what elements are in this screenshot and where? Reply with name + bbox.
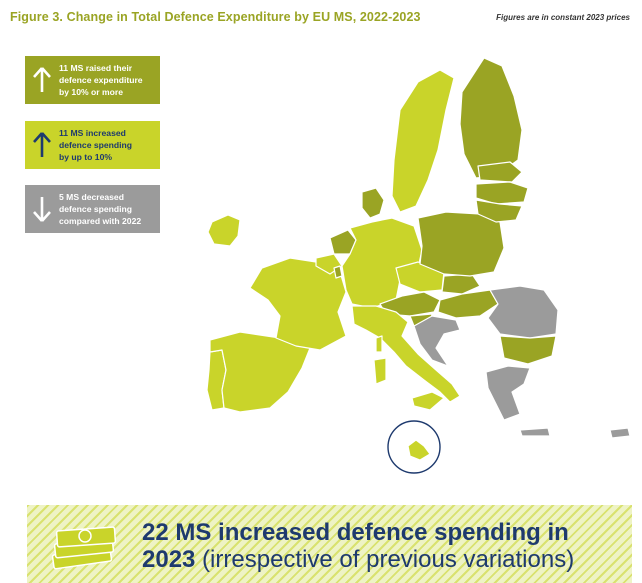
region-sardinia — [373, 357, 387, 385]
legend-line: defence spending — [59, 140, 133, 150]
region-lithuania — [475, 199, 523, 223]
region-denmark — [361, 187, 385, 219]
region-romania — [487, 285, 559, 339]
prices-note: Figures are in constant 2023 prices — [496, 13, 630, 22]
legend-line: 5 MS decreased — [59, 192, 124, 202]
region-slovakia — [441, 273, 481, 295]
legend-line: defence spending — [59, 204, 133, 214]
region-finland — [459, 57, 523, 179]
malta-inset-circle — [387, 420, 441, 474]
summary-year: 2023 — [142, 546, 196, 573]
legend-increased-up-to-10: 11 MS increased defence spending by up t… — [25, 121, 160, 169]
summary-text: 22 MS increased defence spending in 2023… — [142, 519, 574, 573]
legend-line: 11 MS increased — [59, 128, 126, 138]
legend-line: by up to 10% — [59, 152, 113, 162]
summary-banner: 22 MS increased defence spending in 2023… — [27, 505, 632, 583]
region-sweden — [391, 69, 455, 213]
legend-raised-10-plus: 11 MS raised their defence expenditure b… — [25, 56, 160, 104]
region-ireland — [207, 214, 241, 247]
legend-line: 11 MS raised their — [59, 63, 133, 73]
arrow-up-icon — [25, 121, 59, 169]
region-greece — [485, 365, 531, 421]
arrow-up-icon — [25, 56, 59, 104]
legend-decreased: 5 MS decreased defence spending compared… — [25, 185, 160, 233]
region-bulgaria — [499, 335, 557, 365]
money-banknotes-icon — [49, 513, 119, 580]
region-luxembourg — [333, 265, 343, 279]
region-poland — [417, 211, 505, 277]
region-crete — [519, 427, 551, 437]
region-croatia — [413, 315, 461, 367]
summary-strong-line: 22 MS increased defence spending in — [142, 519, 569, 546]
legend-line: by 10% or more — [59, 87, 123, 97]
arrow-down-icon — [25, 185, 59, 233]
summary-second-line: 2023 (irrespective of previous variation… — [142, 546, 574, 573]
legend-line: compared with 2022 — [59, 216, 142, 226]
region-estonia — [477, 161, 523, 183]
legend-line: defence expenditure — [59, 75, 143, 85]
region-cyprus — [609, 427, 631, 439]
region-sicily — [411, 391, 445, 411]
region-corsica — [375, 335, 383, 353]
eu-map — [206, 57, 631, 474]
figure-title: Figure 3. Change in Total Defence Expend… — [10, 10, 421, 24]
region-malta — [407, 439, 431, 461]
region-hungary — [437, 289, 499, 319]
summary-rest: (irrespective of previous variations) — [195, 546, 575, 573]
region-latvia — [475, 181, 529, 205]
region-italy — [351, 305, 461, 403]
